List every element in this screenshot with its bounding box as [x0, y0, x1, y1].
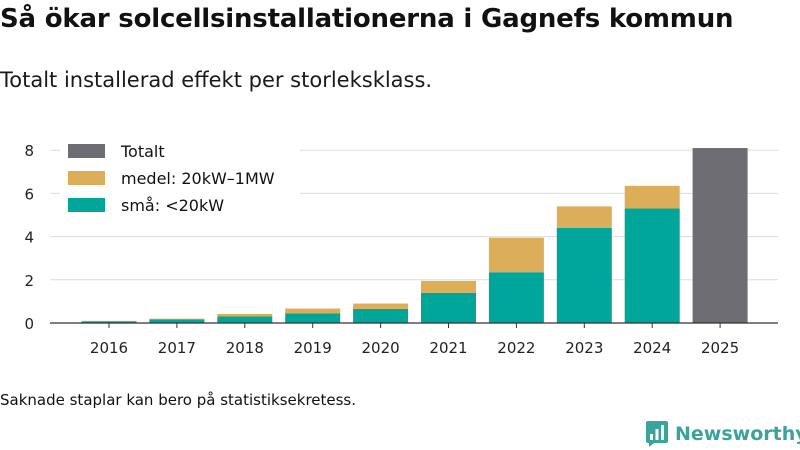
- bar-2023: [556, 206, 612, 228]
- y-tick-label: 4: [24, 229, 34, 247]
- brand-name: Newsworthy: [675, 423, 800, 445]
- legend-swatch: [68, 198, 105, 212]
- footnote: Saknade staplar kan bero på statistiksek…: [0, 391, 357, 409]
- x-tick-label: 2018: [226, 339, 264, 357]
- legend-label: små: <20kW: [121, 196, 224, 215]
- legend-swatch: [68, 144, 105, 158]
- bar-2020: [353, 308, 409, 323]
- y-axis-ticks: 0 2 4 6 8: [24, 142, 34, 333]
- chart-subtitle: Totalt installerad effekt per storlekskl…: [0, 68, 433, 92]
- bar-2024: [624, 208, 680, 323]
- bar-2020: [353, 303, 409, 309]
- bar-2022: [488, 272, 544, 323]
- y-tick-label: 0: [24, 315, 34, 333]
- x-tick-label: 2025: [701, 339, 739, 357]
- bar-2017: [149, 318, 205, 320]
- bars: [81, 148, 748, 323]
- chart-title: Så ökar solcellsinstallationerna i Gagne…: [0, 4, 734, 34]
- bar-2023: [556, 227, 612, 323]
- y-tick-label: 2: [24, 272, 34, 290]
- x-tick-label: 2021: [429, 339, 467, 357]
- bar-2017: [149, 319, 205, 323]
- legend-label: Totalt: [120, 142, 165, 161]
- x-tick-label: 2019: [294, 339, 332, 357]
- x-tick-label: 2017: [158, 339, 196, 357]
- bar-2018: [217, 316, 273, 323]
- x-tick-label: 2016: [90, 339, 128, 357]
- bar-2018: [217, 313, 273, 317]
- y-tick-label: 6: [24, 185, 34, 203]
- legend-swatch: [68, 171, 105, 185]
- x-axis-ticks: 2016 2017 2018 2019 2020 2021 2022 2023 2024 2025: [90, 323, 739, 357]
- bar-2021: [421, 280, 476, 293]
- bar-2019: [285, 313, 341, 323]
- bar-2016: [81, 321, 137, 323]
- bar-2021: [421, 292, 476, 323]
- y-tick-label: 8: [24, 142, 34, 160]
- bar-2019: [285, 308, 341, 314]
- x-tick-label: 2020: [362, 339, 400, 357]
- x-tick-label: 2023: [565, 339, 603, 357]
- brand-logo: Newsworthy: [645, 419, 800, 449]
- bar-2022: [488, 237, 544, 273]
- newsworthy-logo-icon: [646, 421, 668, 447]
- bar-2024: [624, 185, 680, 209]
- x-tick-label: 2022: [497, 339, 535, 357]
- legend: Totalt medel: 20kW–1MW små: <20kW: [60, 136, 300, 220]
- legend-label: medel: 20kW–1MW: [121, 169, 275, 188]
- bar-2025: [692, 148, 748, 323]
- x-tick-label: 2024: [633, 339, 671, 357]
